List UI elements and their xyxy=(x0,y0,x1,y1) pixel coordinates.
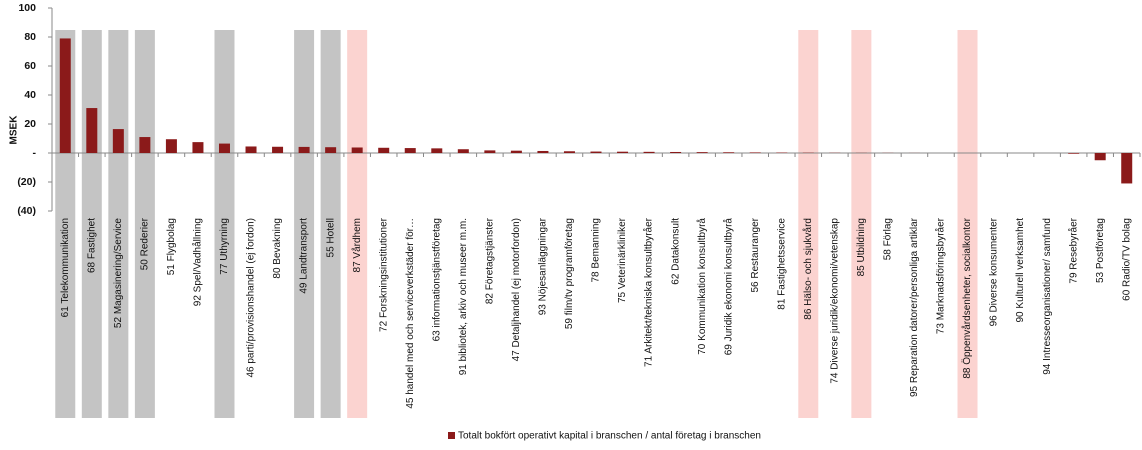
x-tick-label: 81 Fastighetsservice xyxy=(776,218,787,310)
bar xyxy=(378,147,390,153)
legend-label: Totalt bokfört operativt kapital i brans… xyxy=(458,431,761,442)
bar xyxy=(1094,153,1106,161)
x-tick-label: 52 Magasinering/Service xyxy=(113,218,124,328)
y-tick-label: - xyxy=(33,147,37,159)
x-tick-label: 70 Kommunikation konsultbyrå xyxy=(696,218,708,355)
y-tick-label: 60 xyxy=(24,60,36,72)
bar xyxy=(563,151,575,153)
x-tick-label: 91 bibliotek, arkiv och museer m.m. xyxy=(458,218,469,375)
bar xyxy=(617,151,629,153)
bar xyxy=(59,38,71,154)
bar xyxy=(112,129,124,153)
bar xyxy=(218,143,230,153)
x-tick-label: 92 Spel/Vadhållning xyxy=(192,218,204,306)
y-tick-label: 20 xyxy=(24,118,36,130)
bar xyxy=(696,152,708,153)
x-tick-label: 55 Hotell xyxy=(325,218,336,257)
bar xyxy=(192,142,204,153)
bar xyxy=(298,146,310,153)
x-tick-label: 58 Förlag xyxy=(883,218,894,260)
bar xyxy=(457,149,469,153)
bar xyxy=(510,150,522,153)
bar xyxy=(165,139,177,153)
bar xyxy=(537,150,549,153)
x-tick-label: 87 Vårdhem xyxy=(351,218,363,272)
x-tick-label: 51 Flygbolag xyxy=(166,218,177,275)
x-tick-label: 85 Utbildning xyxy=(856,218,867,276)
bar xyxy=(723,152,735,153)
bar xyxy=(431,148,443,153)
highlight-band xyxy=(957,30,978,418)
x-tick-label: 79 Resebyråer xyxy=(1067,217,1079,283)
x-tick-label: 49 Landtransport xyxy=(299,218,310,294)
bar xyxy=(1121,153,1133,184)
bar xyxy=(670,151,682,153)
bar xyxy=(643,151,655,153)
x-tick-label: 62 Datakonsult xyxy=(670,218,681,285)
bar xyxy=(351,147,363,153)
x-tick-label: 94 Intresseorganisationer/ samfund xyxy=(1042,218,1053,375)
bar xyxy=(86,108,98,153)
bar xyxy=(484,150,496,153)
bar xyxy=(1068,153,1080,154)
x-tick-label: 82 Företagstjänster xyxy=(484,217,495,304)
y-tick-label: (40) xyxy=(17,205,36,217)
highlight-band xyxy=(294,30,315,418)
x-tick-label: 95 Reparation datorer/personliga artikla… xyxy=(909,217,920,397)
x-tick-label: 45 handel med och serviceverkstäder för… xyxy=(405,218,416,409)
x-tick-label: 50 Rederier xyxy=(140,217,151,270)
y-axis-label: MSEK xyxy=(9,115,20,145)
x-tick-label: 68 Fastighet xyxy=(86,218,97,273)
y-tick-label: 80 xyxy=(24,31,36,43)
y-tick-label: 40 xyxy=(24,89,36,101)
x-tick-label: 53 Postföretag xyxy=(1095,218,1106,283)
highlight-band xyxy=(214,30,235,418)
bar xyxy=(325,147,337,153)
x-tick-label: 74 Diverse juridik/ekonomi/vetenskap xyxy=(829,218,840,384)
x-tick-label: 73 Marknadsföringsbyråer xyxy=(935,217,947,334)
bar xyxy=(749,152,761,153)
y-tick-label: (20) xyxy=(17,176,36,188)
highlight-band xyxy=(108,30,129,418)
x-tick-label: 90 Kulturell verksamhet xyxy=(1015,218,1026,323)
x-tick-label: 93 Nöjesanläggningar xyxy=(538,217,549,315)
x-tick-label: 75 Veterinärkliniker xyxy=(617,217,628,303)
x-tick-label: 60 Radio/TV bolag xyxy=(1121,218,1132,301)
bar xyxy=(272,146,284,153)
x-tick-label: 86 Hälso- och sjukvård xyxy=(802,218,814,320)
x-tick-label: 88 Öppenvårdsenheter, socialkontor xyxy=(961,217,973,378)
x-tick-label: 47 Detaljhandel (ej motorfordon) xyxy=(511,218,522,361)
x-tick-label: 56 Restauranger xyxy=(750,217,761,292)
x-tick-label: 96 Diverse konsumenter xyxy=(989,217,1000,326)
x-tick-label: 69 Juridik ekonomi konsultbyrå xyxy=(722,218,734,356)
legend-swatch xyxy=(448,432,455,439)
x-tick-label: 61 Telekommunikation xyxy=(60,218,71,317)
x-tick-label: 77 Uthyrning xyxy=(219,218,230,275)
x-tick-label: 46 parti/provisionshandel (ej fordon) xyxy=(246,218,257,378)
highlight-band xyxy=(798,30,819,418)
y-tick-label: 100 xyxy=(18,2,36,14)
bar xyxy=(139,137,151,153)
x-tick-label: 78 Bemanning xyxy=(591,218,602,283)
x-tick-label: 71 Arkitekt/tekniska konsultbyråer xyxy=(643,217,655,367)
x-tick-label: 80 Bevakning xyxy=(272,218,283,279)
bar xyxy=(404,148,416,153)
x-tick-label: 72 Forskningsinstitutioner xyxy=(378,217,389,332)
x-tick-label: 59 film/tv programföretag xyxy=(564,218,575,329)
highlight-band xyxy=(851,30,872,418)
highlight-band xyxy=(347,30,368,418)
x-tick-label: 63 informationstjänstföretag xyxy=(431,218,442,341)
highlight-band xyxy=(134,30,155,418)
highlight-band xyxy=(320,30,341,418)
bar xyxy=(245,146,257,153)
bar xyxy=(590,151,602,153)
